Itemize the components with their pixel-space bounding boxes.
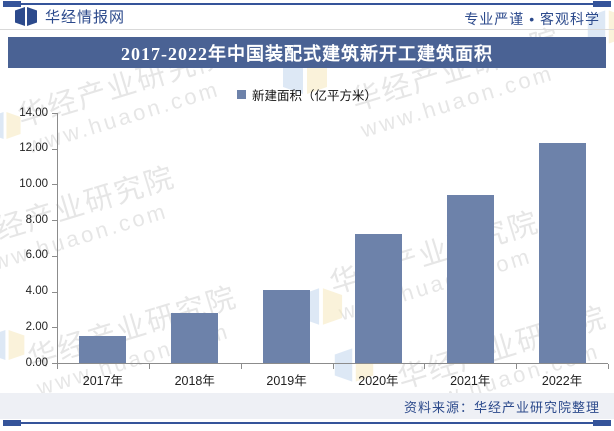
x-axis-tick-mark: [424, 364, 426, 369]
bar-2019年: [263, 289, 311, 363]
y-axis-tick-label: 6.00: [25, 249, 48, 262]
x-axis-tick-mark: [608, 364, 609, 369]
x-axis-tick-mark: [148, 364, 150, 369]
y-axis-tick-mark: [52, 291, 57, 293]
top-border-line: [3, 1, 611, 7]
y-axis-tick-label: 8.00: [25, 213, 48, 226]
bottom-border-right-cap: [593, 420, 611, 426]
bar-2020年: [354, 234, 402, 363]
y-axis-tick-label: 14.00: [19, 106, 48, 119]
bottom-border-left-cap: [3, 420, 21, 426]
header-divider: [0, 29, 614, 30]
x-axis-tick-mark: [516, 364, 518, 369]
y-axis-tick-label: 12.00: [19, 142, 48, 155]
y-axis-tick-mark: [52, 327, 57, 329]
y-axis-line: [57, 113, 58, 364]
bottom-border-line: [3, 420, 611, 426]
x-axis-tick-mark: [240, 364, 242, 369]
x-axis-category-label: 2017年: [82, 374, 124, 388]
brand-name: 华经情报网: [45, 9, 126, 26]
y-axis-tick-mark: [52, 255, 57, 257]
x-axis-category-label: 2020年: [358, 374, 399, 388]
title-banner: 2017-2022年中国装配式建筑新开工建筑面积: [8, 37, 606, 68]
header-slogan: 专业严谨 • 客观科学: [464, 11, 600, 27]
x-axis-category-label: 2021年: [450, 374, 491, 388]
y-axis-tick-mark: [52, 113, 57, 114]
y-axis-tick-mark: [52, 184, 57, 186]
brand: 华经情报网: [14, 6, 125, 27]
top-border-left-cap: [3, 1, 21, 7]
legend-swatch: [236, 90, 246, 99]
y-axis-tick-label: 2.00: [25, 320, 48, 333]
y-axis-tick-mark: [52, 363, 57, 364]
x-axis-tick-mark: [57, 364, 58, 369]
x-axis-category-label: 2022年: [541, 374, 583, 388]
y-axis-tick-label: 0.00: [25, 356, 48, 369]
top-border-right-cap: [593, 1, 611, 7]
footer: 资料来源：华经产业研究院整理: [0, 393, 614, 419]
x-axis-category-label: 2018年: [174, 374, 215, 388]
y-axis-tick-label: 10.00: [19, 177, 48, 190]
legend-label: 新建面积（亿平方米）: [251, 89, 377, 103]
chart-title: 2017-2022年中国装配式建筑新开工建筑面积: [121, 43, 493, 64]
header: 华经情报网 专业严谨 • 客观科学: [0, 6, 614, 29]
y-axis-tick-label: 4.00: [25, 285, 48, 298]
y-axis-tick-mark: [52, 220, 57, 222]
bar-2018年: [171, 313, 219, 363]
x-axis-line: [57, 363, 608, 364]
x-axis-category-label: 2019年: [266, 374, 307, 388]
huajing-logo-icon: [15, 7, 37, 26]
bar-2022年: [538, 143, 586, 363]
bar-2021年: [446, 195, 494, 363]
x-axis-tick-mark: [332, 364, 334, 369]
data-source-note: 资料来源：华经产业研究院整理: [403, 399, 600, 415]
chart-legend: 新建面积（亿平方米）: [0, 85, 614, 104]
y-axis-tick-mark: [52, 148, 57, 150]
bar-2017年: [79, 336, 127, 363]
